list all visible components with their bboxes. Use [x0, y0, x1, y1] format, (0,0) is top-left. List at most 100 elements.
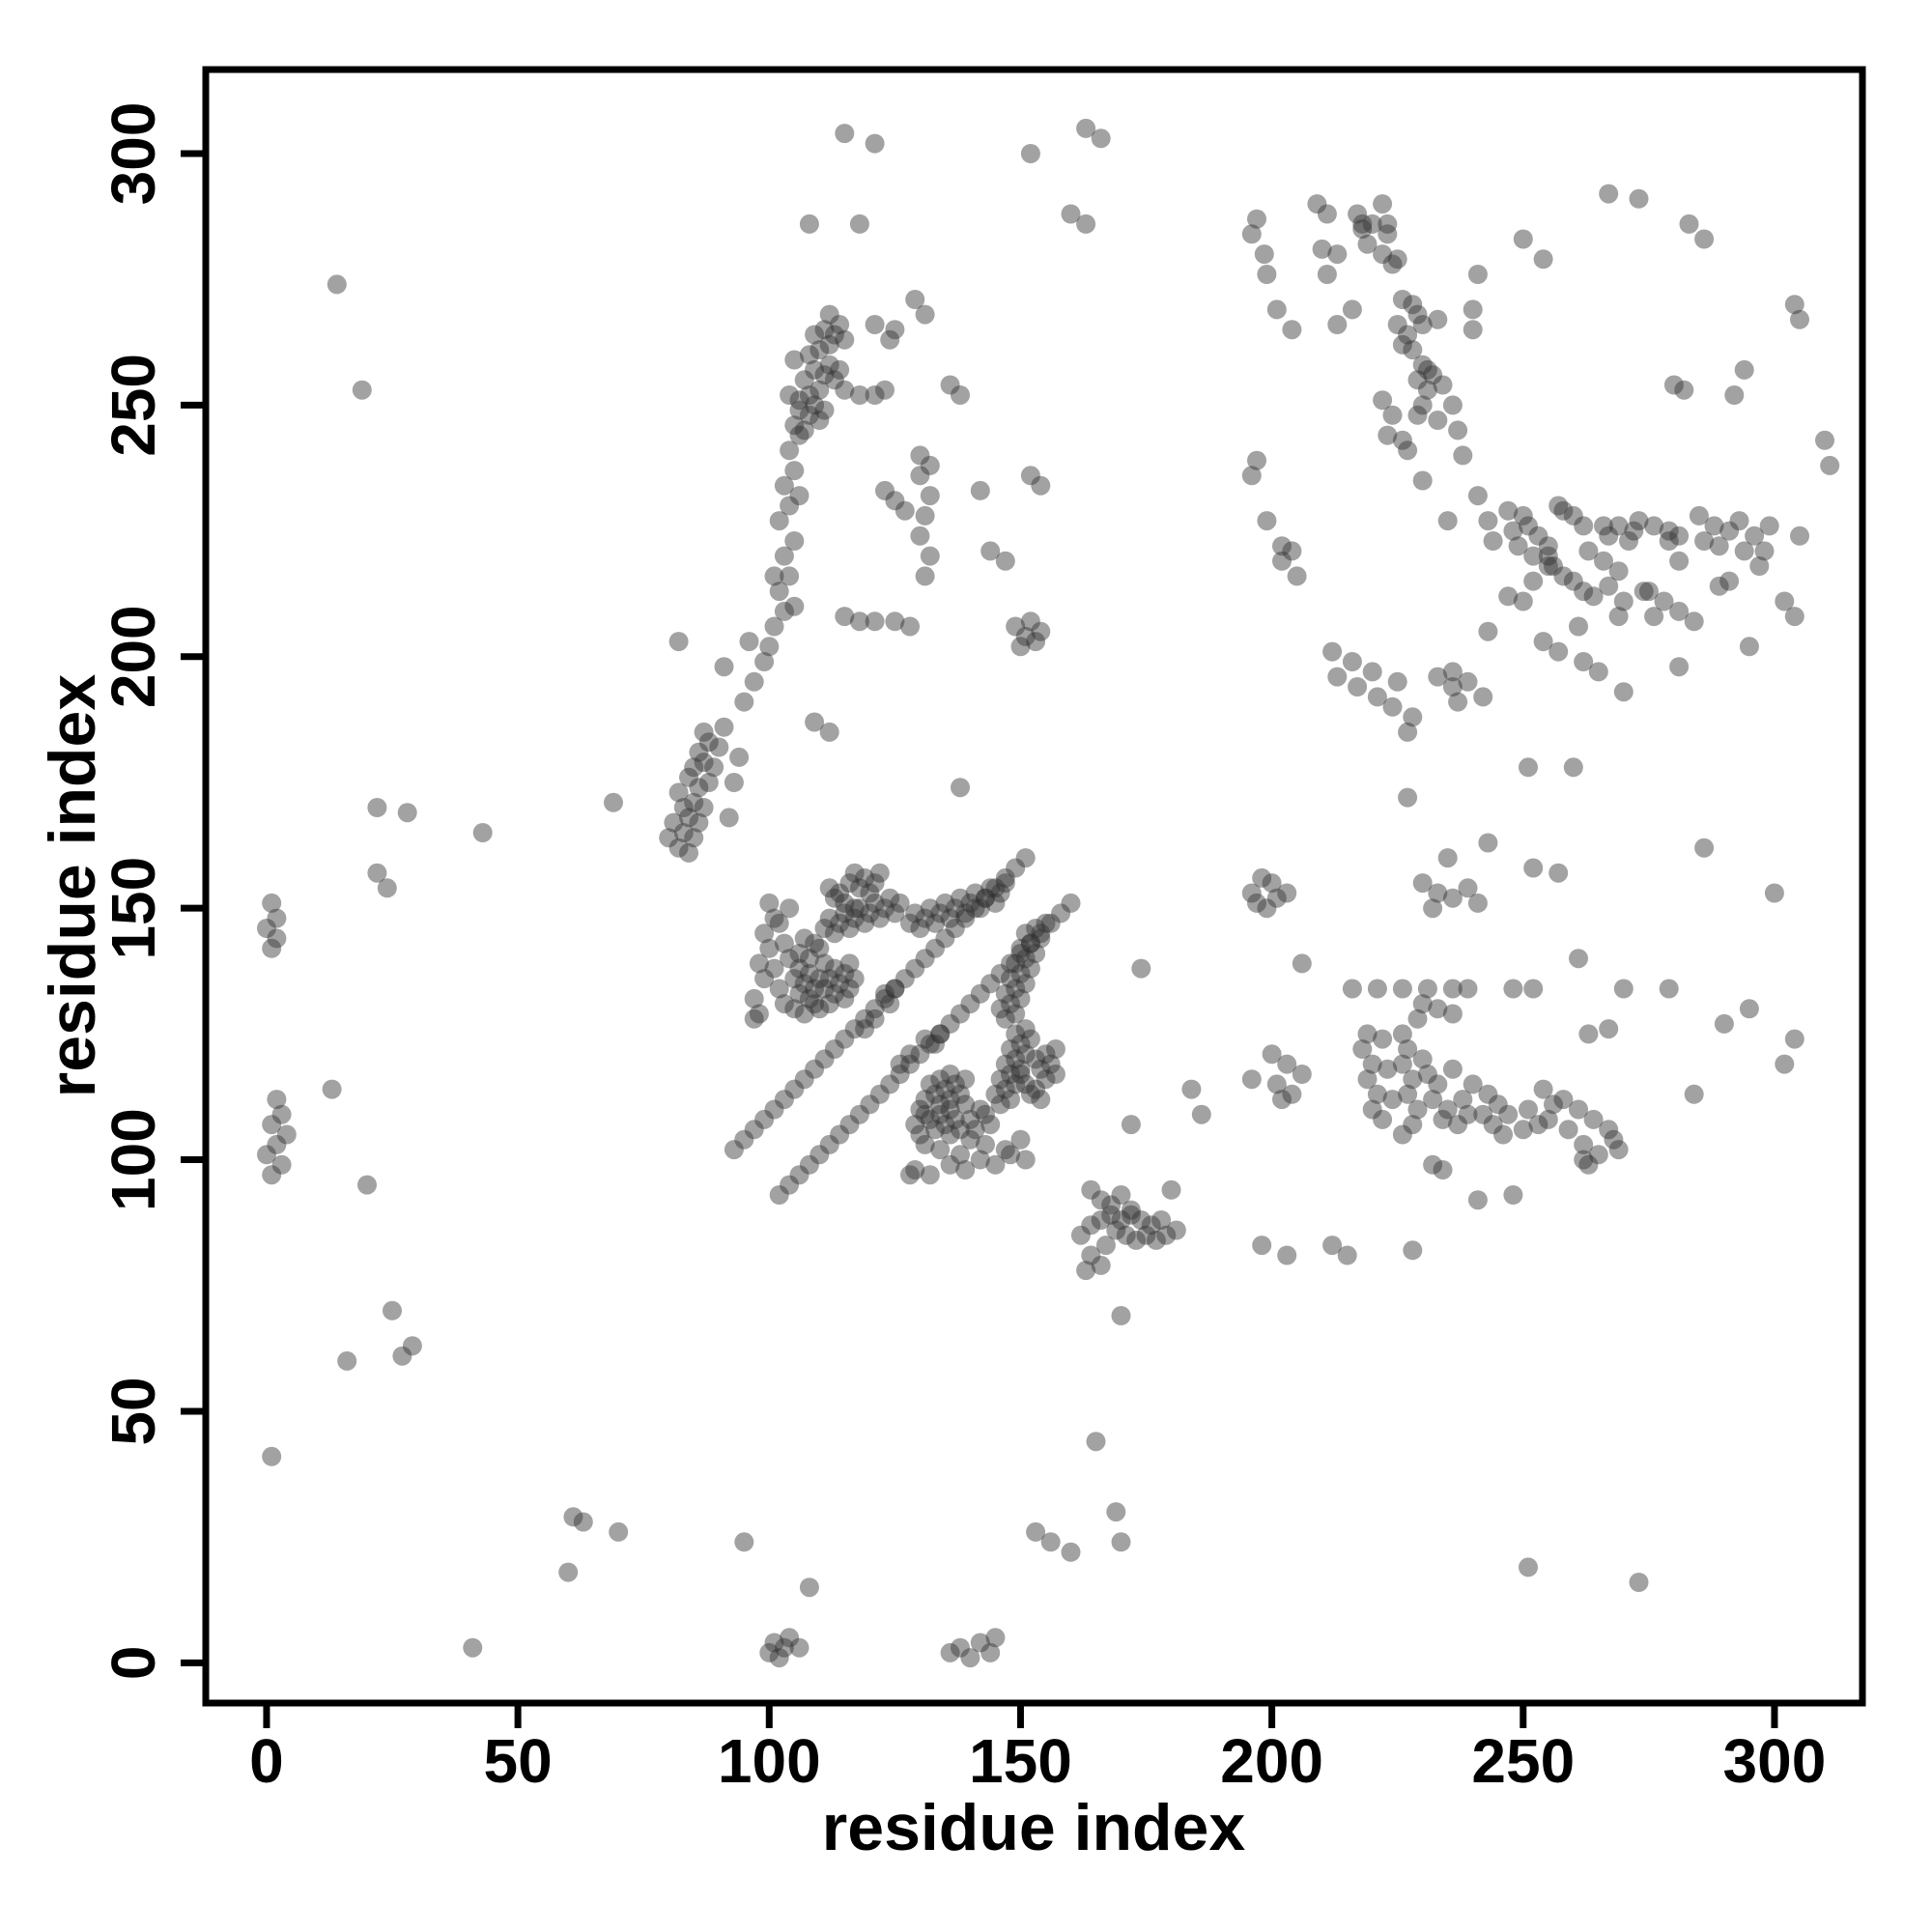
x-tick-label: 300: [1723, 1726, 1827, 1796]
data-point: [855, 1019, 875, 1039]
data-point: [1352, 1039, 1373, 1059]
data-point: [814, 919, 835, 938]
data-point: [1663, 375, 1684, 395]
data-point: [1051, 903, 1071, 923]
data-point: [1478, 621, 1498, 641]
data-point: [1257, 511, 1277, 531]
data-point: [1026, 944, 1046, 963]
data-point: [1342, 299, 1362, 320]
data-point: [869, 1084, 890, 1104]
data-point: [769, 511, 789, 531]
data-point: [1528, 526, 1548, 546]
data-point: [784, 1079, 805, 1099]
data-point: [1036, 1069, 1056, 1090]
data-point: [1020, 1029, 1040, 1049]
data-point: [1010, 938, 1031, 958]
data-point: [1006, 1049, 1026, 1069]
data-point: [267, 908, 287, 928]
data-point: [799, 405, 819, 425]
data-point: [1015, 1150, 1036, 1170]
data-point: [839, 873, 860, 894]
data-point: [1453, 1090, 1473, 1110]
data-point: [1403, 1240, 1423, 1261]
data-point: [1442, 677, 1463, 696]
data-point: [1352, 219, 1373, 240]
data-point: [1191, 1104, 1211, 1124]
data-point: [1478, 511, 1498, 531]
data-point: [1519, 1099, 1538, 1120]
data-point: [915, 1104, 935, 1124]
data-point: [960, 1109, 980, 1129]
data-point: [1111, 1210, 1131, 1230]
data-point: [955, 1160, 976, 1179]
data-point: [1131, 1210, 1151, 1230]
data-point: [925, 938, 945, 958]
data-point: [754, 969, 775, 989]
data-point: [1026, 1049, 1046, 1069]
data-point: [945, 898, 965, 919]
data-point: [920, 898, 940, 919]
data-point: [724, 1140, 744, 1160]
data-point: [1407, 405, 1428, 425]
data-point: [759, 637, 780, 657]
data-point: [799, 345, 819, 365]
data-point: [1548, 496, 1569, 516]
data-point: [860, 883, 880, 903]
data-point: [774, 1637, 794, 1658]
data-point: [1694, 531, 1715, 551]
data-point: [1010, 1059, 1031, 1079]
data-point: [1010, 1034, 1031, 1054]
data-point: [1442, 395, 1463, 415]
data-point: [1031, 923, 1051, 944]
data-point: [1407, 304, 1428, 325]
data-point: [824, 983, 844, 1004]
data-point: [754, 652, 775, 671]
data-point: [819, 355, 839, 375]
data-point: [789, 958, 810, 979]
data-point: [764, 1099, 784, 1120]
data-point: [824, 888, 844, 908]
data-point: [1578, 541, 1599, 561]
data-point: [951, 385, 970, 405]
x-axis: 0 50 100 150 200 250 300: [249, 1703, 1826, 1796]
y-tick-label: 0: [99, 1646, 168, 1681]
data-point: [1544, 1094, 1563, 1115]
data-point: [1674, 380, 1694, 400]
data-point: [1020, 466, 1040, 486]
data-point: [835, 1029, 855, 1049]
data-point: [1282, 541, 1302, 561]
data-point: [759, 938, 780, 958]
data-point: [784, 350, 805, 370]
data-point: [1599, 526, 1619, 546]
data-point: [940, 1154, 960, 1175]
data-point: [814, 1049, 835, 1069]
data-point: [1121, 1115, 1141, 1135]
data-point: [849, 611, 869, 632]
data-point: [668, 632, 689, 652]
data-point: [799, 988, 819, 1009]
data-point: [1513, 591, 1533, 611]
data-point: [940, 1099, 960, 1120]
data-point: [976, 1134, 995, 1154]
data-point: [1382, 696, 1403, 717]
data-point: [1629, 188, 1649, 209]
data-point: [905, 1115, 925, 1135]
data-point: [890, 1065, 910, 1084]
data-point: [759, 893, 780, 913]
data-point: [1247, 450, 1266, 470]
data-point: [951, 1084, 970, 1104]
data-point: [965, 898, 985, 919]
data-point: [1070, 1225, 1091, 1245]
data-point: [955, 903, 976, 923]
data-point: [1367, 1084, 1387, 1104]
data-point: [940, 375, 960, 395]
y-axis-title: residue index: [36, 674, 109, 1098]
data-point: [805, 933, 825, 953]
data-point: [689, 812, 709, 833]
data-point: [1428, 309, 1448, 329]
data-point: [810, 999, 830, 1019]
data-point: [1498, 586, 1519, 607]
data-point: [1463, 299, 1483, 320]
data-point: [835, 380, 855, 400]
data-point: [930, 1140, 951, 1160]
